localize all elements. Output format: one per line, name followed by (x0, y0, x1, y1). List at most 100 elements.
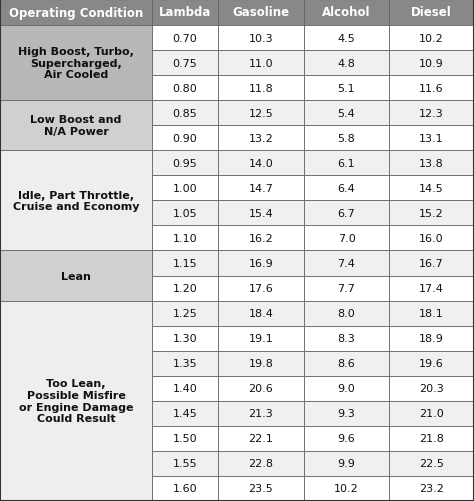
Bar (389, 76, 474, 101)
Text: 17.4: 17.4 (419, 284, 444, 294)
Bar (389, 276, 474, 301)
Bar (389, 26, 474, 51)
Text: 21.8: 21.8 (419, 433, 444, 443)
Bar (389, 201, 474, 226)
Text: 9.0: 9.0 (337, 383, 356, 393)
Bar (218, 451, 304, 476)
Bar (304, 176, 389, 201)
Bar (304, 476, 389, 501)
Text: Diesel: Diesel (411, 7, 452, 20)
Text: 13.1: 13.1 (419, 133, 444, 143)
Text: Too Lean,
Possible Misfire
or Engine Damage
Could Result: Too Lean, Possible Misfire or Engine Dam… (19, 379, 133, 423)
Bar (218, 301, 304, 326)
Text: 0.95: 0.95 (173, 158, 197, 168)
Text: 1.20: 1.20 (173, 284, 197, 294)
Text: 10.2: 10.2 (334, 483, 359, 493)
Bar (152, 251, 218, 276)
Text: 1.50: 1.50 (173, 433, 197, 443)
Text: 13.8: 13.8 (419, 158, 444, 168)
Text: 1.25: 1.25 (173, 309, 197, 319)
Text: 20.6: 20.6 (249, 383, 273, 393)
Bar (152, 26, 218, 51)
Text: 0.85: 0.85 (173, 109, 197, 118)
Bar (218, 126, 304, 151)
Bar (304, 276, 389, 301)
Bar (152, 0, 218, 26)
Bar (389, 401, 474, 426)
Text: 21.0: 21.0 (419, 408, 444, 418)
Bar (389, 351, 474, 376)
Text: Operating Condition: Operating Condition (9, 7, 143, 20)
Text: 1.60: 1.60 (173, 483, 197, 493)
Bar (218, 0, 304, 26)
Text: 22.1: 22.1 (248, 433, 273, 443)
Text: 4.8: 4.8 (337, 59, 356, 69)
Bar (152, 401, 218, 426)
Text: 18.4: 18.4 (248, 309, 273, 319)
Text: 21.3: 21.3 (249, 408, 273, 418)
Text: 19.8: 19.8 (248, 359, 273, 368)
Bar (304, 101, 389, 126)
Bar (218, 226, 304, 251)
Bar (389, 101, 474, 126)
Text: 23.5: 23.5 (249, 483, 273, 493)
Bar (389, 451, 474, 476)
Bar (0, 151, 152, 251)
Text: 11.6: 11.6 (419, 84, 444, 94)
Text: 13.2: 13.2 (249, 133, 273, 143)
Text: 10.3: 10.3 (249, 34, 273, 44)
Text: 5.4: 5.4 (337, 109, 356, 118)
Text: 11.8: 11.8 (249, 84, 273, 94)
Text: 1.30: 1.30 (173, 334, 197, 344)
Text: Gasoline: Gasoline (232, 7, 290, 20)
Bar (0, 301, 152, 501)
Bar (152, 276, 218, 301)
Bar (152, 51, 218, 76)
Bar (304, 376, 389, 401)
Bar (304, 226, 389, 251)
Text: 16.7: 16.7 (419, 259, 444, 269)
Text: 10.9: 10.9 (419, 59, 444, 69)
Text: 14.0: 14.0 (249, 158, 273, 168)
Bar (152, 326, 218, 351)
Bar (152, 101, 218, 126)
Bar (152, 151, 218, 176)
Bar (218, 176, 304, 201)
Text: 1.10: 1.10 (173, 233, 197, 243)
Bar (218, 276, 304, 301)
Bar (218, 401, 304, 426)
Bar (218, 251, 304, 276)
Bar (218, 426, 304, 451)
Text: High Boost, Turbo,
Supercharged,
Air Cooled: High Boost, Turbo, Supercharged, Air Coo… (18, 47, 134, 80)
Text: 15.4: 15.4 (249, 208, 273, 218)
Text: 14.7: 14.7 (248, 183, 273, 193)
Bar (304, 0, 389, 26)
Bar (389, 301, 474, 326)
Text: 0.80: 0.80 (173, 84, 197, 94)
Bar (0, 26, 152, 101)
Text: Low Boost and
N/A Power: Low Boost and N/A Power (30, 115, 122, 137)
Bar (218, 351, 304, 376)
Text: 1.40: 1.40 (173, 383, 197, 393)
Bar (389, 426, 474, 451)
Text: 1.55: 1.55 (173, 458, 197, 468)
Text: 17.6: 17.6 (249, 284, 273, 294)
Bar (389, 376, 474, 401)
Text: 6.7: 6.7 (337, 208, 356, 218)
Text: 1.15: 1.15 (173, 259, 197, 269)
Text: 18.9: 18.9 (419, 334, 444, 344)
Bar (152, 301, 218, 326)
Text: 7.7: 7.7 (337, 284, 356, 294)
Text: 23.2: 23.2 (419, 483, 444, 493)
Text: 6.4: 6.4 (337, 183, 356, 193)
Bar (304, 326, 389, 351)
Text: 8.0: 8.0 (337, 309, 356, 319)
Text: Alcohol: Alcohol (322, 7, 371, 20)
Text: 22.8: 22.8 (248, 458, 273, 468)
Text: 22.5: 22.5 (419, 458, 444, 468)
Bar (218, 326, 304, 351)
Bar (0, 251, 152, 301)
Text: 12.3: 12.3 (419, 109, 444, 118)
Text: 10.2: 10.2 (419, 34, 444, 44)
Bar (304, 26, 389, 51)
